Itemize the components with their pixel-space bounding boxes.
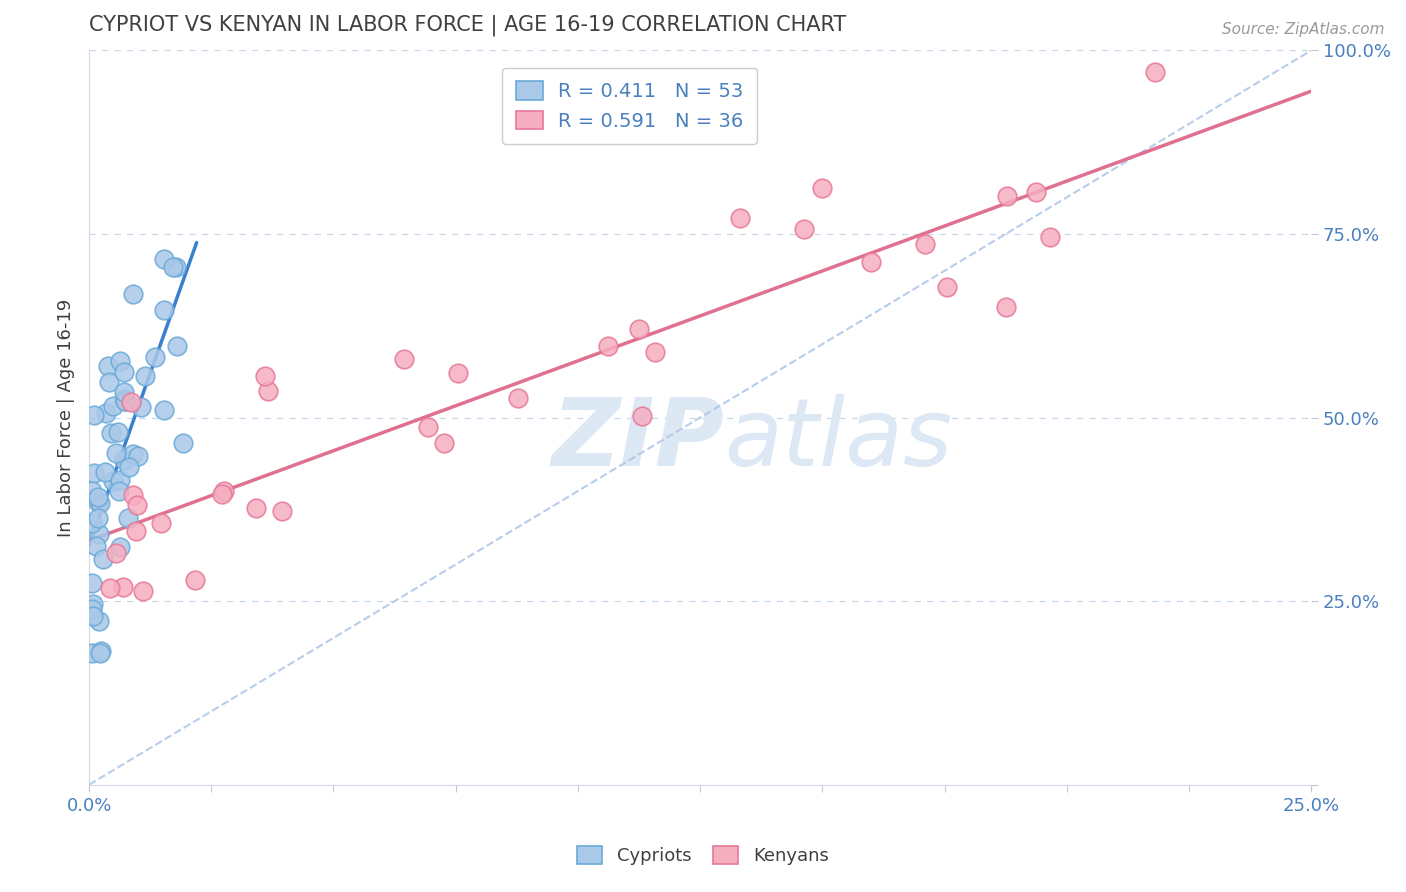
Point [98, 376, 121, 390]
Point [122, 447, 145, 461]
Point [1039, 230, 1062, 244]
Point [87, 511, 110, 525]
Point [644, 344, 666, 359]
Y-axis label: In Labor Force | Age 16-19: In Labor Force | Age 16-19 [58, 299, 75, 537]
Point [149, 516, 172, 530]
Point [914, 236, 936, 251]
Point [100, 426, 122, 441]
Point [1025, 185, 1047, 199]
Point [89, 646, 111, 660]
Point [125, 524, 148, 538]
Point [112, 384, 135, 399]
Text: CYPRIOT VS KENYAN IN LABOR FORCE | AGE 16-19 CORRELATION CHART: CYPRIOT VS KENYAN IN LABOR FORCE | AGE 1… [89, 15, 846, 37]
Point [257, 384, 280, 399]
Point [91, 552, 114, 566]
Point [90, 643, 112, 657]
Point [101, 399, 124, 413]
Point [89, 615, 111, 629]
Point [134, 369, 156, 384]
Point [108, 540, 131, 554]
Point [80, 575, 103, 590]
Point [211, 487, 233, 501]
Point [108, 353, 131, 368]
Point [94, 406, 117, 420]
Point [120, 395, 142, 409]
Point [114, 393, 136, 408]
Point [936, 280, 959, 294]
Point [254, 368, 277, 383]
Point [80, 516, 103, 530]
Point [433, 435, 456, 450]
Point [80, 483, 103, 498]
Point [125, 499, 148, 513]
Point [87, 490, 110, 504]
Point [86, 494, 108, 508]
Point [127, 450, 149, 464]
Point [131, 583, 153, 598]
Point [94, 465, 117, 479]
Point [394, 351, 416, 366]
Point [995, 300, 1018, 314]
Point [84, 539, 107, 553]
Point [112, 392, 135, 406]
Text: atlas: atlas [724, 394, 953, 485]
Point [184, 573, 207, 587]
Point [628, 322, 651, 336]
Point [631, 409, 654, 424]
Point [97, 359, 120, 373]
Point [112, 365, 135, 379]
Point [506, 391, 529, 405]
Point [122, 488, 145, 502]
Point [859, 255, 882, 269]
Legend: R = 0.411   N = 53, R = 0.591   N = 36: R = 0.411 N = 53, R = 0.591 N = 36 [502, 68, 758, 145]
Point [271, 504, 294, 518]
Point [121, 287, 143, 301]
Point [101, 474, 124, 488]
Point [118, 460, 141, 475]
Point [162, 260, 184, 274]
Point [108, 473, 131, 487]
Point [793, 222, 815, 236]
Point [143, 350, 166, 364]
Point [212, 483, 235, 498]
Point [89, 496, 111, 510]
Point [111, 580, 134, 594]
Point [1143, 65, 1166, 79]
Point [112, 453, 135, 467]
Point [245, 500, 267, 515]
Point [83, 466, 105, 480]
Point [166, 339, 188, 353]
Point [172, 435, 194, 450]
Point [82, 608, 104, 623]
Point [107, 425, 129, 439]
Point [80, 601, 103, 615]
Point [108, 483, 131, 498]
Point [117, 511, 139, 525]
Point [83, 408, 105, 422]
Point [80, 646, 103, 660]
Point [153, 252, 176, 267]
Legend: Cypriots, Kenyans: Cypriots, Kenyans [569, 839, 837, 872]
Point [82, 597, 104, 611]
Point [153, 402, 176, 417]
Point [447, 366, 470, 380]
Point [98, 582, 121, 596]
Point [811, 180, 834, 194]
Point [104, 546, 127, 560]
Point [418, 420, 440, 434]
Point [153, 303, 176, 318]
Text: Source: ZipAtlas.com: Source: ZipAtlas.com [1222, 22, 1385, 37]
Point [129, 400, 152, 414]
Point [165, 260, 187, 274]
Point [104, 446, 127, 460]
Point [114, 393, 136, 408]
Text: ZIP: ZIP [551, 393, 724, 485]
Point [89, 527, 111, 541]
Point [730, 211, 752, 225]
Point [995, 189, 1018, 203]
Point [596, 338, 619, 352]
